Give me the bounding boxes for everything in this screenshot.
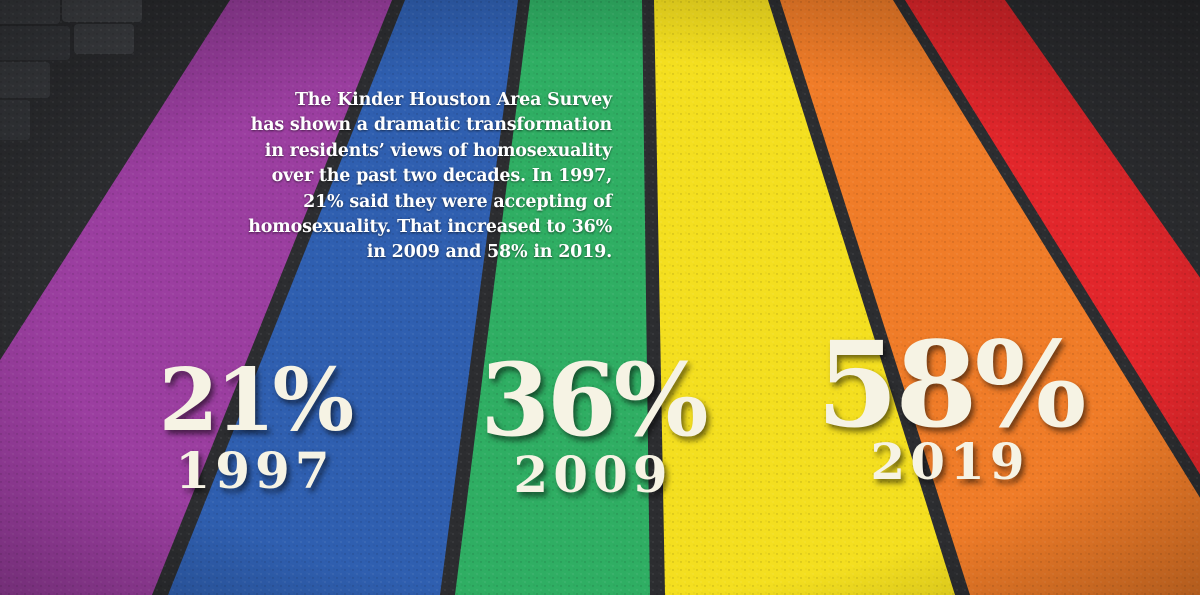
stat-2019: 58% 2019 bbox=[800, 315, 1100, 491]
stat-year: 2019 bbox=[870, 432, 1030, 491]
caption-line: in residents’ views of homosexuality bbox=[264, 140, 612, 161]
stat-percent: 58% bbox=[816, 315, 1086, 454]
stat-1997: 21% 1997 bbox=[150, 358, 360, 498]
stat-percent: 21% bbox=[158, 350, 354, 451]
stat-year: 1997 bbox=[175, 441, 335, 500]
caption-line: The Kinder Houston Area Survey bbox=[294, 90, 612, 110]
stat-year: 2009 bbox=[513, 445, 673, 504]
caption-line: over the past two decades. In 1997, bbox=[271, 166, 613, 187]
caption-line: in 2009 and 58% in 2019. bbox=[366, 242, 612, 263]
caption-line: 21% said they were accepting of bbox=[303, 191, 612, 212]
stat-percent: 36% bbox=[480, 341, 708, 459]
caption-line: has shown a dramatic transformation bbox=[250, 115, 613, 136]
stat-2009: 36% 2009 bbox=[468, 350, 718, 500]
caption-line: homosexuality. That increased to 36% bbox=[248, 217, 612, 238]
survey-caption: The Kinder Houston Area Survey has shown… bbox=[150, 88, 612, 266]
